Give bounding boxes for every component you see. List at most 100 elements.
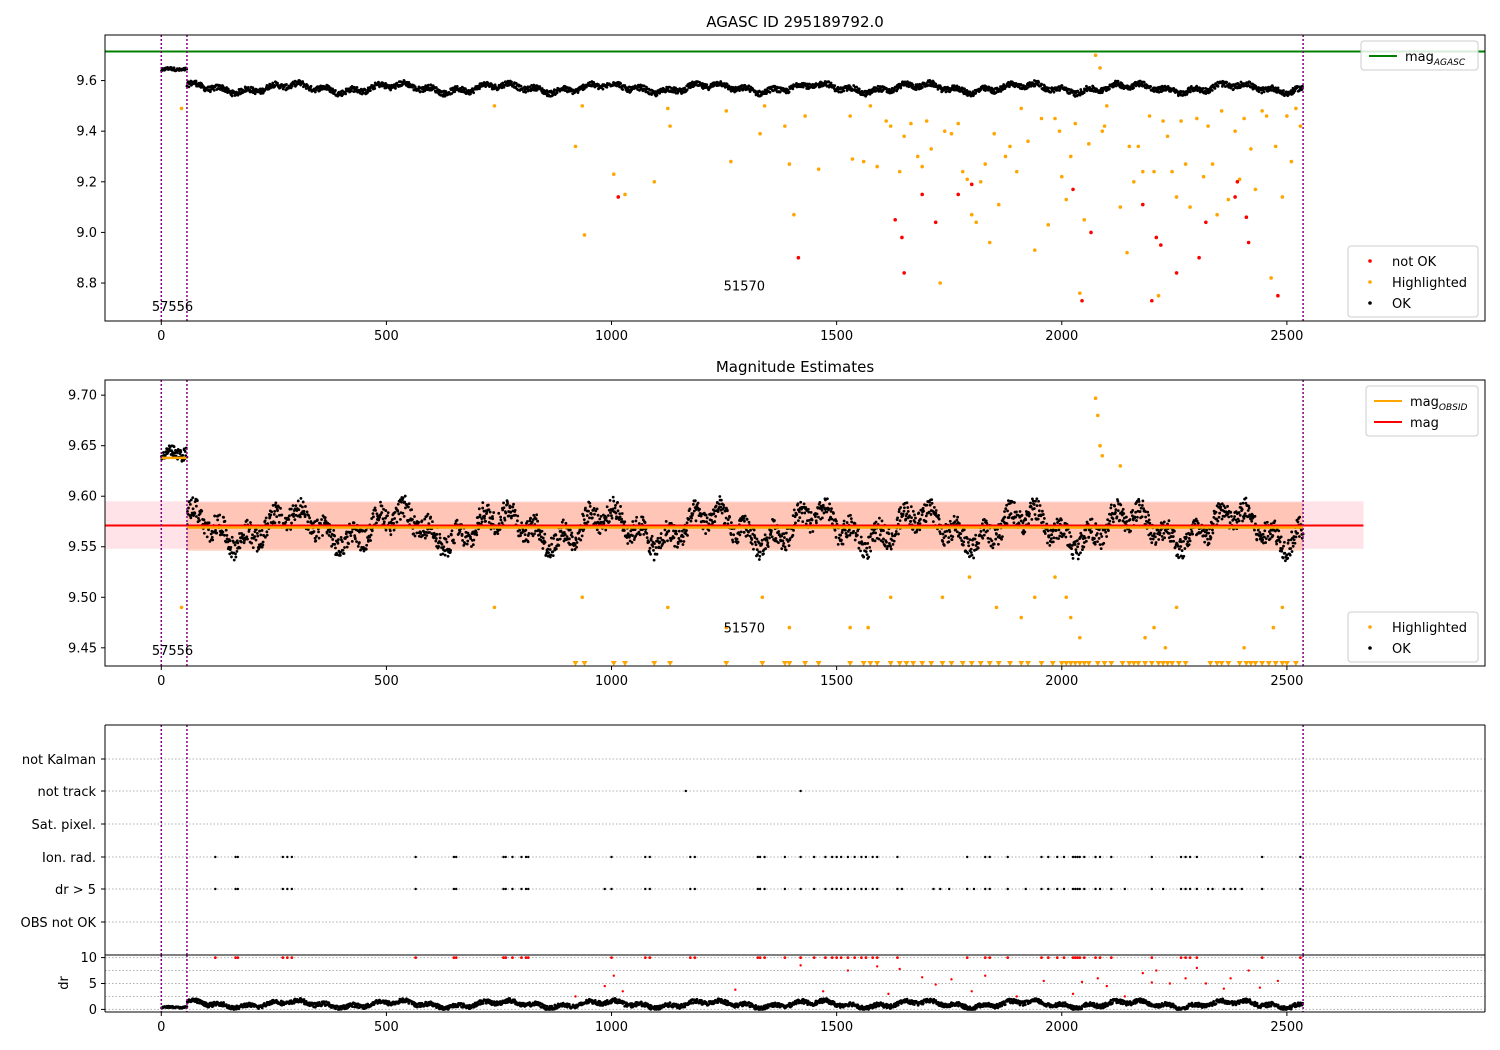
ok-point xyxy=(709,85,712,89)
ok-point xyxy=(314,539,318,543)
ok-point xyxy=(764,547,768,550)
ok-point xyxy=(370,517,374,520)
ok-point xyxy=(974,91,978,95)
ok-point xyxy=(533,532,536,536)
ok-point xyxy=(509,510,513,514)
ok-point xyxy=(339,536,343,539)
ok-point xyxy=(853,538,857,542)
ok-point xyxy=(1172,539,1176,543)
ok-point xyxy=(754,543,758,547)
ok-point xyxy=(478,87,481,91)
highlighted-point xyxy=(783,124,787,128)
ok-point xyxy=(720,511,724,515)
ok-point xyxy=(691,502,695,506)
highlighted-point xyxy=(1073,121,1078,126)
ok-point xyxy=(550,542,554,546)
ok-point xyxy=(246,86,250,89)
figure-title: AGASC ID 295189792.0 xyxy=(706,13,884,31)
ok-point xyxy=(528,85,532,89)
ok-point xyxy=(962,92,966,96)
ok-point xyxy=(1052,90,1056,94)
ok-point xyxy=(247,530,251,533)
ok-point xyxy=(548,548,552,551)
ok-point xyxy=(261,87,265,91)
ok-point xyxy=(1149,531,1153,535)
ok-point xyxy=(434,539,438,543)
ok-point xyxy=(1040,83,1044,86)
ok-point xyxy=(245,535,249,539)
ok-point xyxy=(518,528,522,532)
highlighted-point xyxy=(1289,159,1294,164)
ok-point xyxy=(503,518,507,522)
ok-point xyxy=(292,515,296,518)
highlighted-point xyxy=(1003,154,1008,159)
ok-point xyxy=(903,506,906,510)
ok-point xyxy=(1146,510,1150,514)
ok-point xyxy=(465,542,469,546)
ok-point xyxy=(523,533,527,537)
ok-point xyxy=(763,533,767,537)
ok-point xyxy=(363,88,367,92)
ok-point xyxy=(364,547,368,551)
ok-point xyxy=(442,545,446,549)
highlighted-point xyxy=(1057,129,1062,133)
ok-point xyxy=(864,550,868,554)
ok-point xyxy=(562,531,566,534)
ok-point xyxy=(648,546,652,550)
ok-point xyxy=(369,539,372,542)
ok-point xyxy=(645,531,649,535)
ok-point xyxy=(216,518,220,522)
ok-point xyxy=(1167,519,1171,523)
legend-label: not OK xyxy=(1392,255,1437,270)
ok-point xyxy=(654,546,658,549)
ok-point xyxy=(1158,531,1162,535)
ok-point xyxy=(202,518,206,522)
ok-point xyxy=(390,521,393,525)
ok-point xyxy=(483,514,487,518)
ok-point xyxy=(345,530,349,534)
highlighted-point xyxy=(1298,124,1303,128)
ok-point xyxy=(1028,512,1031,516)
ok-point xyxy=(842,519,846,523)
ok-point xyxy=(377,80,380,84)
ok-point xyxy=(965,88,969,92)
ok-point xyxy=(1160,90,1163,94)
ok-point xyxy=(694,519,698,523)
ok-point xyxy=(1046,541,1049,545)
highlighted-point xyxy=(1253,187,1258,192)
ok-point xyxy=(685,529,688,532)
ok-point xyxy=(1282,89,1285,92)
obsid-annotation: 57556 xyxy=(152,300,193,315)
ok-point xyxy=(172,66,176,70)
highlighted-point xyxy=(1118,205,1123,209)
ok-point xyxy=(449,533,453,537)
ok-point xyxy=(692,509,696,513)
ok-point xyxy=(411,518,414,521)
x-tick-label: 500 xyxy=(374,329,399,344)
ok-point xyxy=(491,517,495,521)
ok-point xyxy=(635,515,639,519)
ok-point xyxy=(611,507,615,511)
ok-point xyxy=(297,508,301,512)
ok-point xyxy=(513,508,517,512)
ok-point xyxy=(990,539,994,543)
ok-point xyxy=(1118,518,1122,522)
ok-point xyxy=(619,505,622,508)
ok-point xyxy=(268,515,272,519)
ok-point xyxy=(742,530,746,534)
ok-point xyxy=(419,532,423,535)
obsid-annotation: 51570 xyxy=(724,280,765,295)
highlighted-point xyxy=(1249,147,1253,151)
ok-point xyxy=(801,520,805,524)
ok-point xyxy=(555,91,559,95)
ok-point xyxy=(726,518,730,522)
ok-point xyxy=(743,519,746,523)
ok-point xyxy=(162,451,165,454)
ok-point xyxy=(260,529,264,532)
ok-point xyxy=(1141,499,1145,503)
ok-point xyxy=(681,535,685,538)
ok-point xyxy=(820,516,824,520)
ok-point xyxy=(1079,88,1083,91)
ok-point xyxy=(1216,84,1220,88)
ok-point xyxy=(942,543,946,547)
